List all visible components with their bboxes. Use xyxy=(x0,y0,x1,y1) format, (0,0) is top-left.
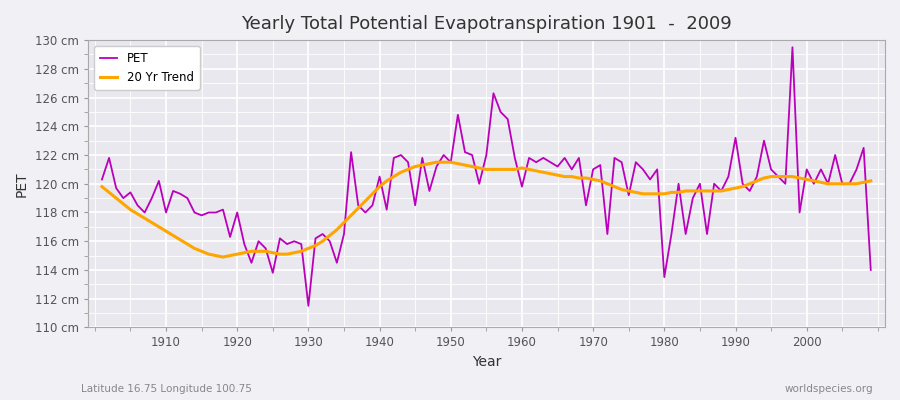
Text: Latitude 16.75 Longitude 100.75: Latitude 16.75 Longitude 100.75 xyxy=(81,384,252,394)
PET xyxy=(788,45,798,50)
Y-axis label: PET: PET xyxy=(15,171,29,196)
20 Yr Trend xyxy=(531,168,542,173)
20 Yr Trend xyxy=(616,187,627,192)
Line: PET: PET xyxy=(102,47,871,306)
20 Yr Trend xyxy=(317,239,328,244)
20 Yr Trend xyxy=(866,178,877,183)
PET xyxy=(517,184,527,189)
PET xyxy=(524,156,535,160)
20 Yr Trend xyxy=(96,184,107,189)
PET xyxy=(609,156,620,160)
PET xyxy=(360,210,371,215)
X-axis label: Year: Year xyxy=(472,355,501,369)
PET xyxy=(866,268,877,272)
PET xyxy=(317,232,328,236)
20 Yr Trend xyxy=(431,160,442,165)
PET xyxy=(96,177,107,182)
20 Yr Trend xyxy=(360,199,371,204)
PET xyxy=(303,304,314,308)
20 Yr Trend xyxy=(218,255,229,260)
Text: worldspecies.org: worldspecies.org xyxy=(785,384,873,394)
Line: 20 Yr Trend: 20 Yr Trend xyxy=(102,162,871,257)
20 Yr Trend xyxy=(154,224,165,229)
PET xyxy=(154,178,165,183)
20 Yr Trend xyxy=(524,167,535,172)
Legend: PET, 20 Yr Trend: PET, 20 Yr Trend xyxy=(94,46,200,90)
Title: Yearly Total Potential Evapotranspiration 1901  -  2009: Yearly Total Potential Evapotranspiratio… xyxy=(241,15,732,33)
